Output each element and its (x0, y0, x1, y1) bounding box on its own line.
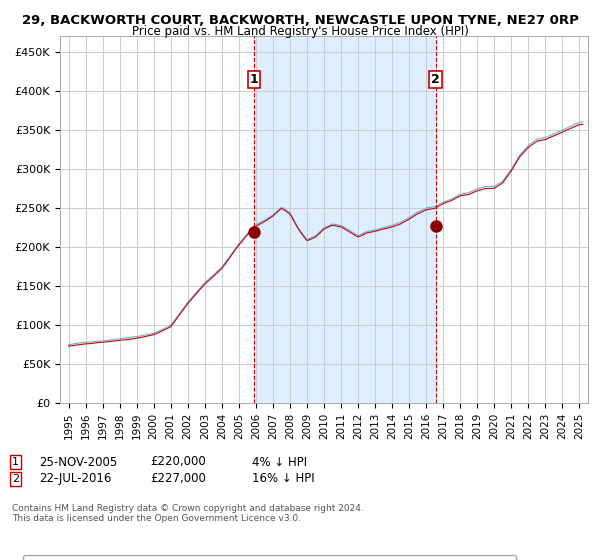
Text: 25-NOV-2005: 25-NOV-2005 (39, 455, 117, 469)
Text: Price paid vs. HM Land Registry's House Price Index (HPI): Price paid vs. HM Land Registry's House … (131, 25, 469, 38)
Text: 2: 2 (431, 73, 440, 86)
Text: £220,000: £220,000 (150, 455, 206, 469)
Text: 1: 1 (250, 73, 259, 86)
Bar (254, 36, 436, 403)
Text: 2: 2 (12, 474, 19, 484)
Text: 16% ↓ HPI: 16% ↓ HPI (252, 472, 314, 486)
Text: 4% ↓ HPI: 4% ↓ HPI (252, 455, 307, 469)
Text: 1: 1 (12, 457, 19, 467)
Text: 29, BACKWORTH COURT, BACKWORTH, NEWCASTLE UPON TYNE, NE27 0RP: 29, BACKWORTH COURT, BACKWORTH, NEWCASTL… (22, 14, 578, 27)
Text: 22-JUL-2016: 22-JUL-2016 (39, 472, 112, 486)
Text: £227,000: £227,000 (150, 472, 206, 486)
Text: Contains HM Land Registry data © Crown copyright and database right 2024.
This d: Contains HM Land Registry data © Crown c… (12, 504, 364, 524)
Legend: 29, BACKWORTH COURT, BACKWORTH, NEWCASTLE UPON TYNE, NE27 0RP (detached h, HPI: : 29, BACKWORTH COURT, BACKWORTH, NEWCASTL… (23, 555, 517, 560)
